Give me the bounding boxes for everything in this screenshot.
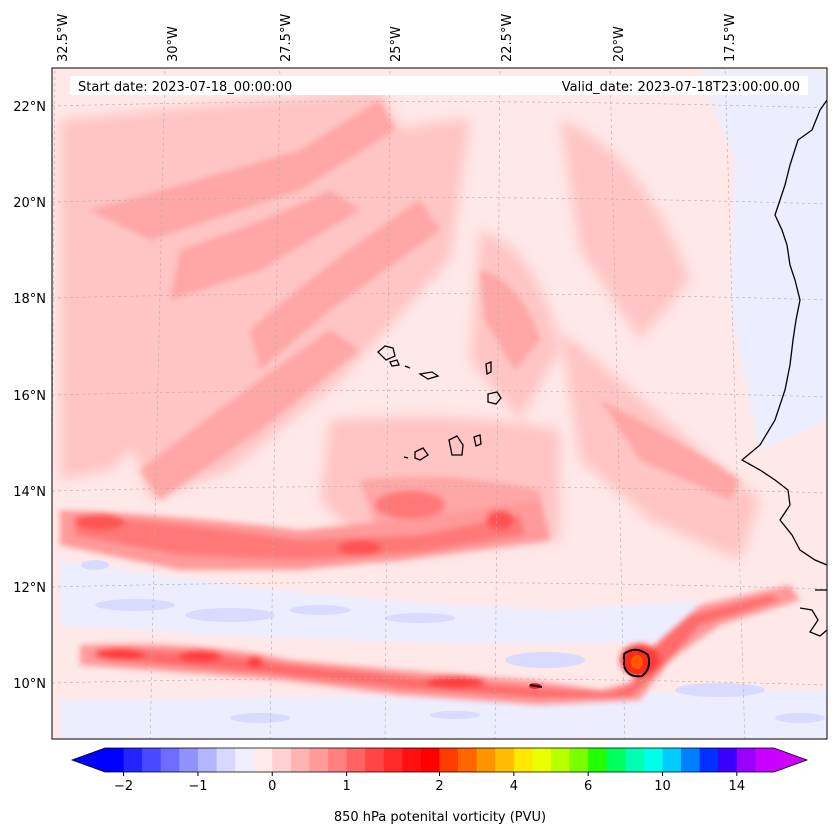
colorbar-cells [105,748,775,772]
colorbar-tick-label: 1 [342,779,350,794]
colorbar-tick-label: 14 [729,779,746,794]
colorbar-cell [755,748,775,772]
longitude-labels: 32.5°W 30°W 27.5°W 25°W 22.5°W 20°W 17.5… [56,14,738,62]
colorbar-tick-label: 2 [435,779,443,794]
colorbar-cell [588,748,608,772]
colorbar-cell [253,748,273,772]
cape-verde-islands [377,345,502,461]
lat-label: 20°N [13,196,46,211]
colorbar-cell [123,748,143,772]
colorbar-over-arrow [774,748,807,772]
colorbar-cell [625,748,645,772]
colorbar-ticks: −2 −1 0 1 2 4 6 10 14 [114,772,745,794]
colorbar-cell [235,748,255,772]
lat-label: 12°N [13,581,46,596]
lon-label: 27.5°W [279,14,294,62]
map-panel [52,68,827,739]
colorbar-tick-label: 0 [268,779,276,794]
colorbar-cell [681,748,701,772]
colorbar-cell [346,748,366,772]
lon-label: 30°W [166,26,181,62]
colorbar-tick-label: 4 [510,779,518,794]
start-date-label: Start date: 2023-07-18_00:00:00 [78,80,292,95]
colorbar-cell [662,748,682,772]
colorbar-cell [309,748,329,772]
colorbar-cell [290,748,311,772]
colorbar-tick-label: 10 [654,779,671,794]
colorbar-cell [513,748,534,772]
colorbar-cell [383,748,403,772]
colorbar-cell [495,748,515,772]
colorbar-cell [272,748,292,772]
header-box [70,76,808,95]
colorbar-cell [643,748,664,772]
colorbar: −2 −1 0 1 2 4 6 10 14 850 hPa potenital vorticit… [70,747,809,825]
lat-label: 10°N [13,677,46,692]
colorbar-tick-label: −2 [114,779,133,794]
gridlines [52,68,827,739]
colorbar-title: 850 hPa potenital vorticity (PVU) [334,810,546,825]
colorbar-cell [532,748,552,772]
colorbar-cell [569,748,589,772]
colorbar-outline [70,747,809,773]
valid-date-label: Valid_date: 2023-07-18T23:00:00.00 [562,80,800,95]
lat-label: 18°N [13,292,46,307]
colorbar-under-arrow [72,748,105,772]
colorbar-cell [328,748,348,772]
pv-core [529,648,651,689]
latitude-labels: 22°N 20°N 18°N 16°N 14°N 12°N 10°N [13,100,46,692]
lon-label: 20°W [612,26,627,62]
colorbar-cell [736,748,757,772]
colorbar-cell [420,748,441,772]
colorbar-cell [142,748,162,772]
pv-band-13n [60,491,550,570]
colorbar-tick-label: 6 [584,779,592,794]
colorbar-cell [160,748,180,772]
colorbar-cell [476,748,496,772]
colorbar-cell [439,748,459,772]
lon-label: 17.5°W [723,14,738,62]
colorbar-cell [179,748,199,772]
lat-label: 14°N [13,485,46,500]
colorbar-cell [402,748,422,772]
negative-pv-patches [81,560,825,723]
colorbar-cell [551,748,571,772]
colorbar-cell [458,748,478,772]
map-frame [51,67,828,740]
lat-label: 22°N [13,100,46,115]
colorbar-cell [718,748,738,772]
colorbar-cell [197,748,218,772]
colorbar-cell [365,748,385,772]
colorbar-cell [606,748,626,772]
lat-label: 16°N [13,389,46,404]
lon-label: 25°W [389,26,404,62]
colorbar-cell [216,748,236,772]
lon-label: 22.5°W [500,14,515,62]
lon-label: 32.5°W [56,14,71,62]
coastline [740,99,827,637]
colorbar-tick-label: −1 [188,779,207,794]
colorbar-cell [699,748,719,772]
colorbar-cell [105,748,125,772]
